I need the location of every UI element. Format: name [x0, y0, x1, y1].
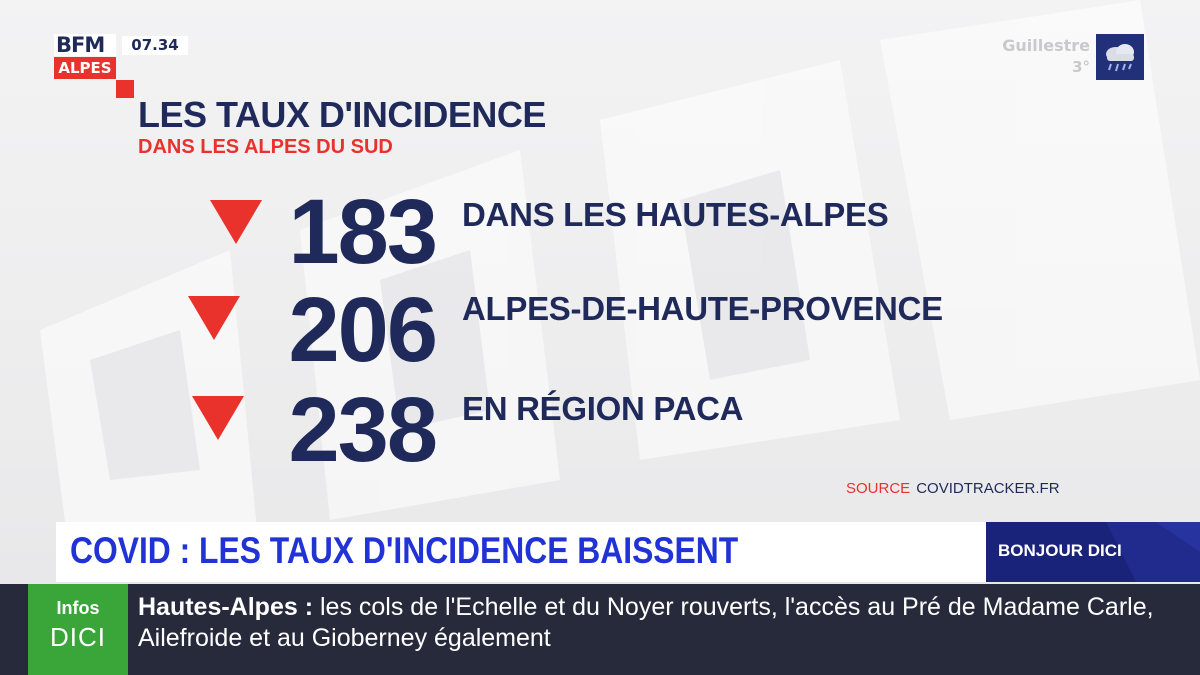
rate-label: ALPES-DE-HAUTE-PROVENCE	[462, 290, 943, 327]
page-title: LES TAUX D'INCIDENCE	[138, 94, 546, 135]
page-subtitle: DANS LES ALPES DU SUD	[138, 136, 393, 158]
show-tag-pattern	[1106, 522, 1200, 582]
rate-row-hautes-alpes: 183 DANS LES HAUTES-ALPES	[0, 184, 1100, 284]
ticker-logo-top: Infos	[56, 598, 100, 618]
down-arrow-icon	[192, 396, 244, 440]
rate-label: EN RÉGION PACA	[462, 390, 744, 427]
logo-brand: BFM	[54, 34, 116, 56]
weather-city: Guillestre	[1002, 36, 1090, 55]
rain-cloud-icon	[1106, 44, 1134, 72]
ticker-place: Hautes-Alpes :	[138, 593, 314, 621]
rate-value: 238	[288, 379, 439, 481]
clock: 07.34	[122, 36, 188, 55]
accent-square	[116, 80, 134, 98]
headline-banner-text: COVID : LES TAUX D'INCIDENCE BAISSENT	[70, 530, 739, 571]
down-arrow-icon	[210, 200, 262, 244]
channel-logo: BFM ALPES	[54, 34, 116, 80]
rate-row-region-paca: 238 EN RÉGION PACA	[0, 382, 1100, 482]
show-name: BONJOUR DICI	[998, 541, 1122, 560]
weather-panel	[1096, 34, 1144, 80]
rate-label: DANS LES HAUTES-ALPES	[462, 196, 889, 233]
down-arrow-icon	[188, 296, 240, 340]
source-label: SOURCE	[846, 480, 911, 497]
source-credit: SOURCE COVIDTRACKER.FR	[846, 480, 1060, 497]
ticker-logo-bottom: DICI	[50, 622, 106, 652]
news-ticker: Infos DICI Hautes-Alpes : les cols de l'…	[0, 584, 1200, 675]
ticker-message: les cols de l'Echelle et du Noyer rouver…	[138, 593, 1154, 652]
logo-region: ALPES	[54, 57, 116, 79]
source-value: COVIDTRACKER.FR	[916, 480, 1060, 497]
weather-temperature: 3°	[1072, 58, 1090, 76]
show-name-tag: BONJOUR DICI	[986, 522, 1200, 582]
rate-value: 183	[288, 181, 439, 283]
ticker-text: Hautes-Alpes : les cols de l'Echelle et …	[138, 592, 1168, 654]
ticker-logo: Infos DICI	[28, 584, 128, 675]
headline-banner: COVID : LES TAUX D'INCIDENCE BAISSENT	[56, 522, 986, 582]
rate-value: 206	[288, 279, 439, 381]
rate-row-alpes-de-haute-provence: 206 ALPES-DE-HAUTE-PROVENCE	[0, 282, 1100, 382]
